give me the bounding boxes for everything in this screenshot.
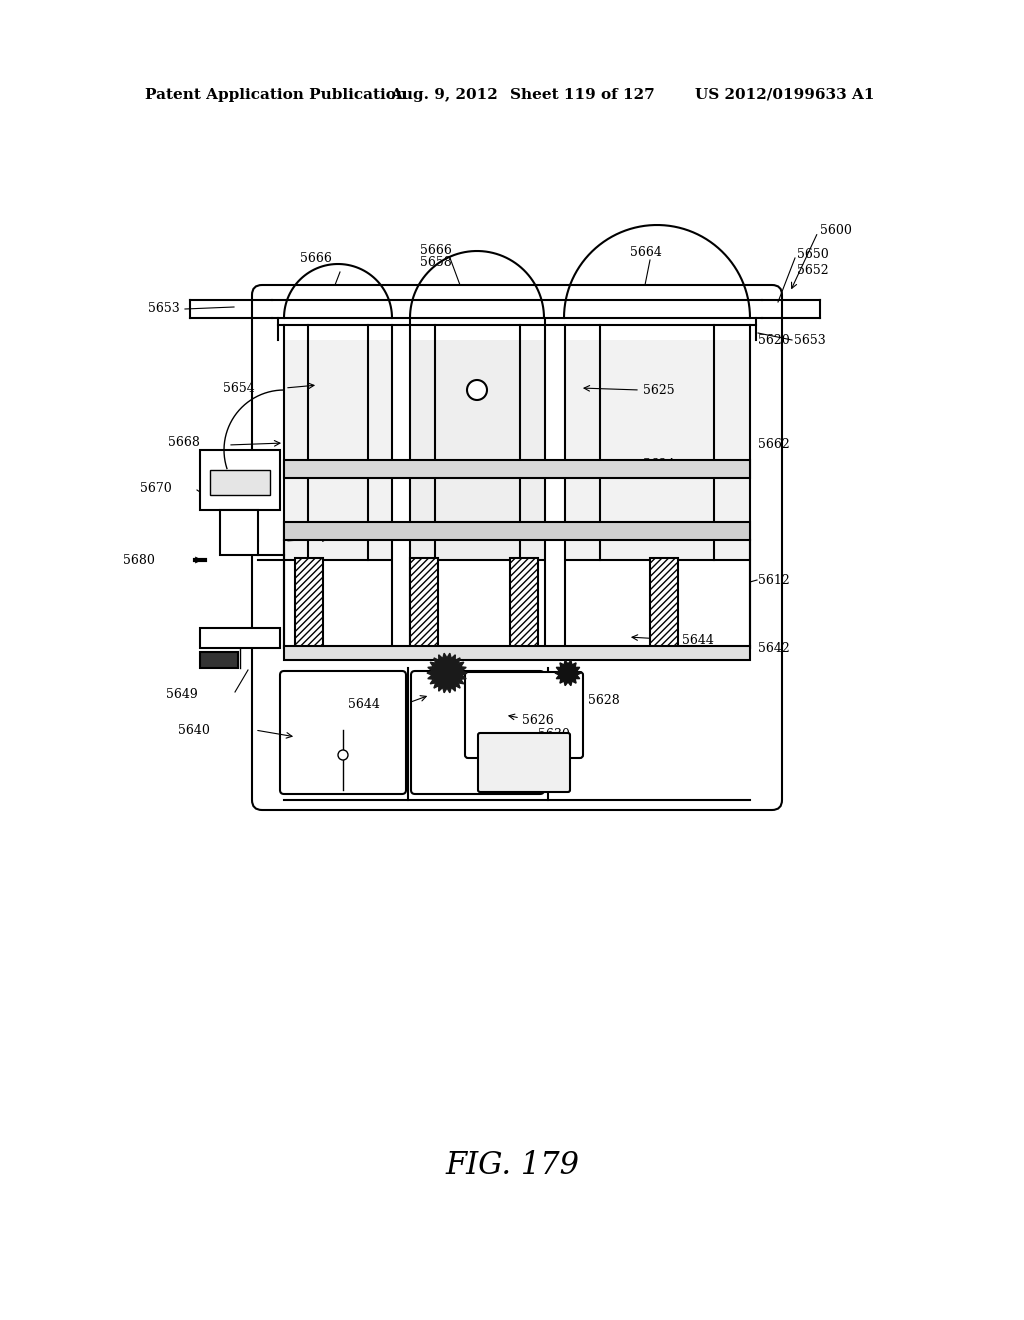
Text: 5644: 5644: [348, 698, 380, 711]
Bar: [411, 341, 544, 560]
Bar: [410, 558, 438, 648]
Text: 5660: 5660: [228, 536, 260, 549]
Bar: [566, 341, 749, 560]
Text: 5680: 5680: [123, 553, 155, 566]
Bar: [295, 558, 323, 648]
FancyBboxPatch shape: [465, 672, 583, 758]
Text: 5650: 5650: [797, 248, 828, 261]
Text: Aug. 9, 2012: Aug. 9, 2012: [390, 88, 498, 102]
Text: 5653: 5653: [794, 334, 825, 346]
Text: 5644: 5644: [682, 634, 714, 647]
Text: 5658: 5658: [420, 256, 452, 268]
Text: 5652: 5652: [797, 264, 828, 276]
Bar: [210, 470, 270, 495]
Bar: [650, 558, 678, 648]
Text: 5666: 5666: [300, 252, 332, 264]
FancyBboxPatch shape: [411, 671, 544, 795]
Text: 5642: 5642: [758, 642, 790, 655]
Bar: [284, 521, 750, 540]
Bar: [200, 652, 238, 668]
Text: 5625: 5625: [643, 384, 675, 396]
Text: 5626: 5626: [522, 714, 554, 726]
Circle shape: [338, 750, 348, 760]
Text: 5662: 5662: [758, 438, 790, 451]
Text: 5620: 5620: [758, 334, 790, 346]
Text: 5664: 5664: [630, 246, 662, 259]
FancyBboxPatch shape: [252, 285, 782, 810]
Bar: [284, 459, 750, 478]
Text: Patent Application Publication: Patent Application Publication: [145, 88, 407, 102]
Bar: [200, 628, 280, 648]
Text: 5666: 5666: [420, 243, 452, 256]
FancyBboxPatch shape: [280, 671, 406, 795]
Text: FIG. 179: FIG. 179: [445, 1150, 579, 1180]
Bar: [200, 450, 280, 510]
FancyBboxPatch shape: [478, 733, 570, 792]
Polygon shape: [555, 660, 581, 685]
Bar: [220, 510, 258, 554]
Text: 5668: 5668: [168, 437, 200, 450]
Bar: [510, 558, 538, 648]
Bar: [284, 645, 750, 660]
Text: 5649: 5649: [166, 689, 198, 701]
Text: 5640: 5640: [178, 723, 210, 737]
Text: 5660: 5660: [695, 521, 727, 535]
Text: 5630: 5630: [538, 729, 570, 742]
Text: 5653: 5653: [148, 301, 180, 314]
Text: 5628: 5628: [588, 693, 620, 706]
Polygon shape: [427, 653, 467, 693]
Text: Sheet 119 of 127: Sheet 119 of 127: [510, 88, 654, 102]
Text: 5612: 5612: [758, 573, 790, 586]
Text: 5654: 5654: [223, 381, 255, 395]
Text: 5670: 5670: [140, 482, 172, 495]
Circle shape: [467, 380, 487, 400]
Bar: [285, 341, 391, 560]
Text: 5600: 5600: [820, 223, 852, 236]
Text: US 2012/0199633 A1: US 2012/0199633 A1: [695, 88, 874, 102]
Text: 5624: 5624: [643, 458, 675, 471]
